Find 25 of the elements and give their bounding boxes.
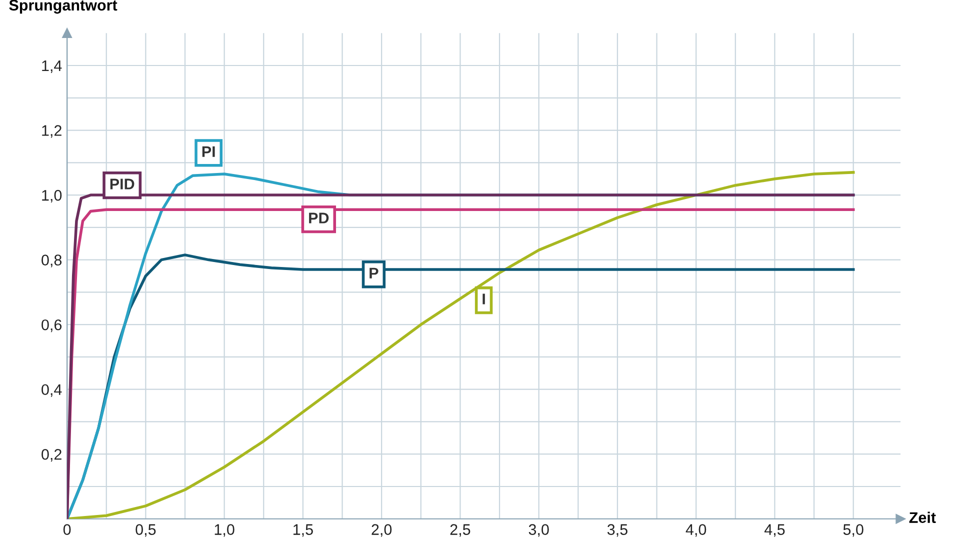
x-tick-label: 3,0 — [528, 524, 549, 537]
series-label: PID — [110, 178, 134, 190]
x-tick-label: 1,5 — [293, 524, 313, 537]
x-axis-title: Zeit — [909, 512, 936, 523]
y-tick-label: 0,8 — [42, 254, 62, 268]
series-label: P — [370, 268, 378, 278]
y-tick-label: 1,2 — [42, 125, 62, 138]
y-tick-label: 1,0 — [42, 190, 62, 203]
y-tick-label: 0,2 — [42, 448, 62, 462]
x-tick-label: 5,0 — [843, 524, 864, 537]
x-tick-label: 3,5 — [607, 524, 628, 537]
series-label: I — [482, 294, 485, 304]
x-tick-label: 0,5 — [136, 524, 156, 537]
y-tick-label: 1,4 — [42, 60, 62, 73]
series-label: PI — [202, 146, 215, 157]
y-tick-label: 0,4 — [42, 384, 62, 397]
y-axis-title: Sprungantwort — [9, 0, 118, 14]
x-tick-label: 4,5 — [764, 524, 785, 537]
x-tick-label: 0 — [63, 524, 71, 535]
series-label: PD — [309, 212, 329, 224]
y-tick-label: 0,6 — [42, 319, 62, 332]
x-tick-label: 2,0 — [372, 524, 392, 537]
x-tick-label: 4,0 — [686, 524, 706, 537]
x-tick-label: 1,0 — [214, 524, 234, 537]
x-tick-label: 2,5 — [450, 524, 470, 537]
